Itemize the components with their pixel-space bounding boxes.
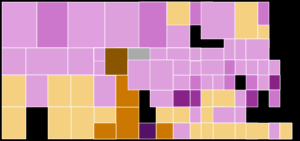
Bar (173, 75, 190, 90)
Bar (37, 48, 68, 75)
Bar (269, 90, 280, 107)
Bar (49, 75, 71, 107)
Bar (116, 75, 139, 107)
Bar (235, 90, 246, 107)
Bar (212, 123, 235, 139)
Bar (246, 75, 258, 90)
Bar (201, 123, 212, 139)
Bar (258, 60, 269, 90)
Bar (105, 2, 167, 48)
Bar (190, 2, 212, 25)
Bar (258, 75, 269, 90)
Bar (68, 2, 105, 48)
Bar (167, 48, 201, 75)
Bar (235, 123, 258, 139)
Bar (246, 39, 269, 60)
Bar (94, 48, 116, 75)
Bar (150, 60, 173, 90)
Bar (190, 61, 201, 75)
Bar (173, 60, 190, 75)
Bar (105, 48, 128, 75)
Bar (212, 75, 235, 90)
Bar (224, 39, 235, 60)
Bar (246, 123, 269, 139)
Bar (212, 90, 235, 107)
Bar (190, 123, 201, 139)
Bar (246, 60, 258, 75)
Bar (269, 123, 280, 139)
Bar (201, 75, 212, 90)
Bar (246, 90, 258, 107)
Bar (269, 60, 280, 90)
Bar (37, 2, 68, 48)
Bar (167, 2, 190, 48)
Bar (190, 107, 201, 123)
Bar (2, 107, 26, 139)
Bar (190, 48, 201, 61)
Bar (201, 60, 224, 75)
Bar (26, 48, 68, 75)
Bar (94, 48, 116, 61)
Bar (280, 123, 292, 139)
Bar (49, 107, 71, 139)
Bar (190, 75, 212, 90)
Bar (190, 90, 201, 107)
Bar (150, 90, 173, 107)
Bar (258, 25, 269, 48)
Bar (173, 90, 190, 107)
Bar (258, 39, 269, 60)
Bar (201, 90, 212, 107)
Bar (94, 107, 116, 139)
Bar (224, 60, 235, 75)
Bar (201, 48, 224, 75)
Bar (190, 61, 212, 75)
Bar (173, 123, 190, 139)
Bar (156, 107, 173, 123)
Bar (269, 123, 280, 139)
Bar (167, 2, 190, 25)
Bar (139, 2, 167, 48)
Bar (116, 107, 139, 139)
Bar (2, 2, 37, 48)
Bar (94, 75, 116, 107)
Bar (94, 48, 116, 75)
Bar (235, 60, 246, 75)
Bar (235, 2, 258, 39)
Bar (139, 48, 167, 61)
Bar (235, 107, 246, 123)
Bar (156, 123, 173, 139)
Bar (71, 107, 94, 139)
Bar (2, 75, 26, 107)
Bar (201, 107, 224, 123)
Bar (269, 75, 280, 90)
Bar (173, 107, 190, 123)
Bar (71, 75, 94, 107)
Bar (139, 123, 156, 139)
Bar (94, 123, 116, 139)
Bar (128, 60, 173, 90)
Bar (235, 39, 246, 60)
Bar (212, 107, 235, 123)
Bar (116, 48, 139, 61)
Bar (167, 48, 190, 61)
Bar (212, 75, 224, 90)
Bar (258, 2, 269, 39)
Bar (128, 48, 150, 75)
Bar (280, 123, 292, 139)
Bar (68, 48, 94, 75)
Bar (26, 75, 49, 107)
Bar (2, 48, 26, 75)
Bar (201, 2, 235, 39)
